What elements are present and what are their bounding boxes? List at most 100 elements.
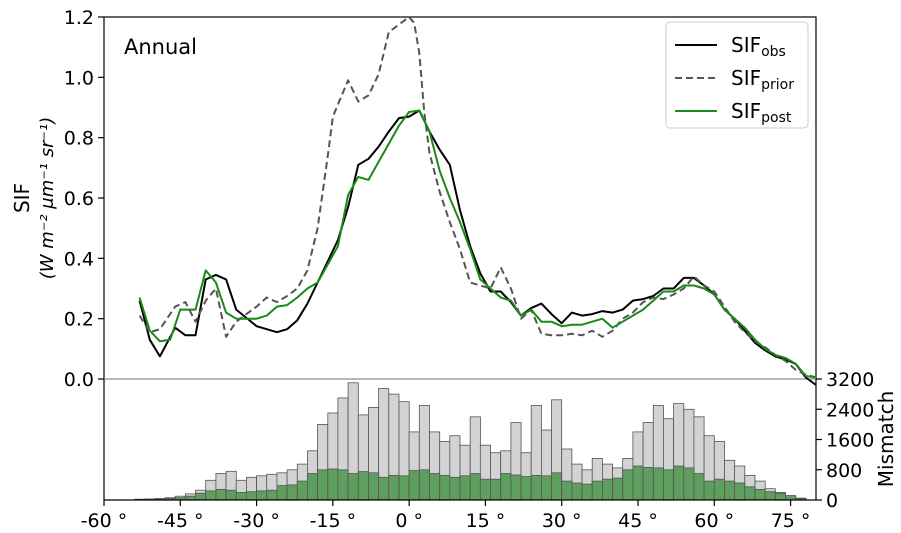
right-y-tick-label: 800 (826, 460, 862, 482)
histogram-bar-green (306, 473, 318, 501)
x-tick-label: 75 ° (771, 510, 811, 532)
histogram-bar-green (215, 488, 227, 501)
histogram-bar-green (754, 488, 766, 501)
histogram-bar-green (368, 472, 380, 501)
annual-annotation: Annual (124, 35, 197, 59)
histogram-bar-green (439, 474, 451, 501)
histogram-bar-green (744, 486, 756, 501)
histogram-bar-green (337, 469, 349, 501)
histogram-bar-green (551, 472, 563, 501)
histogram-bar-green (561, 480, 573, 501)
histogram-bar-green (632, 465, 644, 501)
histogram-bar-green (734, 482, 746, 501)
top-y-ticks: 0.0 0.2 0.4 0.6 0.8 1.0 1.2 (64, 7, 104, 391)
histogram-bar-green (347, 473, 359, 501)
legend-label-obs: SIFobs (731, 33, 786, 60)
top-y-tick-label: 0.0 (64, 369, 94, 391)
histogram-bar-green (652, 467, 664, 501)
y-axis-label-line2: (W m⁻² μm⁻¹ sr⁻¹) (37, 117, 58, 279)
y-axis-label-line1: SIF (10, 183, 34, 213)
top-y-tick-label: 1.0 (64, 67, 94, 89)
histogram-bar-green (612, 477, 624, 501)
x-tick-label: -15 ° (310, 510, 357, 532)
histogram-bar-green (469, 473, 481, 501)
histogram-bar-green (683, 467, 695, 501)
x-tick-label: 0 ° (395, 510, 423, 532)
right-y-tick-label: 2400 (826, 399, 874, 421)
histogram-bar-green (774, 492, 786, 501)
histogram-bar-green (591, 480, 603, 501)
histogram-bar-green (642, 467, 654, 501)
x-tick-label: -45 ° (157, 510, 204, 532)
top-y-tick-label: 0.6 (64, 188, 94, 210)
histogram-bar-green (418, 469, 430, 501)
histogram-bar-green (571, 482, 583, 501)
histogram-bar-green (663, 469, 675, 501)
histogram-bar-green (459, 475, 471, 501)
mismatch-axis-label: Mismatch (874, 391, 898, 487)
x-tick-label: -60 ° (81, 510, 128, 532)
right-y-tick-label: 3200 (826, 369, 874, 391)
legend: SIFobs SIFprior SIFpost (665, 21, 809, 129)
legend-box (665, 21, 809, 129)
x-tick-label: 30 ° (542, 510, 582, 532)
histogram-bar-green (449, 476, 461, 501)
histogram-bar-green (276, 485, 288, 501)
histogram-bar-green (693, 473, 705, 501)
right-y-ticks: 0 800 1600 2400 3200 (816, 369, 874, 512)
x-tick-label: -30 ° (233, 510, 280, 532)
histogram-bar-green (266, 489, 278, 501)
histogram-bar-green (479, 478, 491, 501)
histogram-bar-green (703, 480, 715, 501)
histogram-bar-green (286, 484, 298, 501)
histogram-bar-green (510, 474, 522, 501)
series-line-post (138, 109, 817, 379)
histogram-bar-green (388, 474, 400, 501)
top-y-tick-label: 1.2 (64, 7, 94, 29)
histogram-bar-green (398, 475, 410, 501)
right-y-tick-label: 0 (826, 490, 838, 512)
histogram-bar-green (317, 469, 329, 501)
top-y-tick-label: 0.4 (64, 248, 94, 270)
legend-label-prior: SIFprior (731, 66, 794, 93)
top-y-tick-label: 0.8 (64, 128, 94, 150)
x-tick-label: 60 ° (694, 510, 734, 532)
histogram-bar-green (408, 470, 420, 501)
histogram-bar-green (225, 489, 237, 501)
histogram-bar-green (764, 491, 776, 501)
histogram-bar-green (500, 473, 512, 501)
histogram-bar-green (490, 478, 502, 501)
legend-label-post: SIFpost (731, 99, 792, 126)
histogram-bar-green (235, 491, 247, 501)
histogram-bar-green (581, 483, 593, 501)
histogram-bar-green (724, 480, 736, 501)
x-tick-label: 45 ° (618, 510, 658, 532)
series-line-obs (138, 109, 817, 386)
sif-line-panel: 0.0 0.2 0.4 0.6 0.8 1.0 1.2 Annual SIF (W m⁻² … (10, 7, 817, 391)
histogram-bar-green (429, 473, 441, 501)
histogram-bar-green (520, 476, 532, 501)
histogram-bar-green (205, 490, 217, 501)
histogram-bar-green (327, 468, 339, 501)
histogram-bar-green (541, 475, 553, 501)
histogram-bar-green (245, 491, 257, 501)
histogram-bar-green (602, 478, 614, 501)
histogram-bar-green (357, 471, 369, 501)
histogram-bar-green (673, 465, 685, 501)
sif-lines (138, 16, 817, 386)
top-y-tick-label: 0.2 (64, 309, 94, 331)
histogram-bar-green (296, 480, 308, 501)
histogram-bar-green (256, 490, 268, 501)
x-ticks: -60 ° -45 ° -30 ° -15 ° 0 ° 15 ° 30 ° 45 ° 60 ° 7… (81, 500, 811, 532)
mismatch-bars (134, 382, 807, 501)
right-y-tick-label: 1600 (826, 430, 874, 452)
x-tick-label: 15 ° (466, 510, 506, 532)
histogram-bar-green (378, 476, 390, 501)
histogram-bar-green (530, 474, 542, 501)
mismatch-histogram-panel: 0 800 1600 2400 3200 -60 ° -45 ° -30 ° -15 ° 0 °… (81, 369, 898, 532)
histogram-bar-green (195, 492, 207, 501)
histogram-bar-green (713, 478, 725, 501)
histogram-bar-green (622, 469, 634, 501)
histogram-bar-green (785, 495, 797, 501)
